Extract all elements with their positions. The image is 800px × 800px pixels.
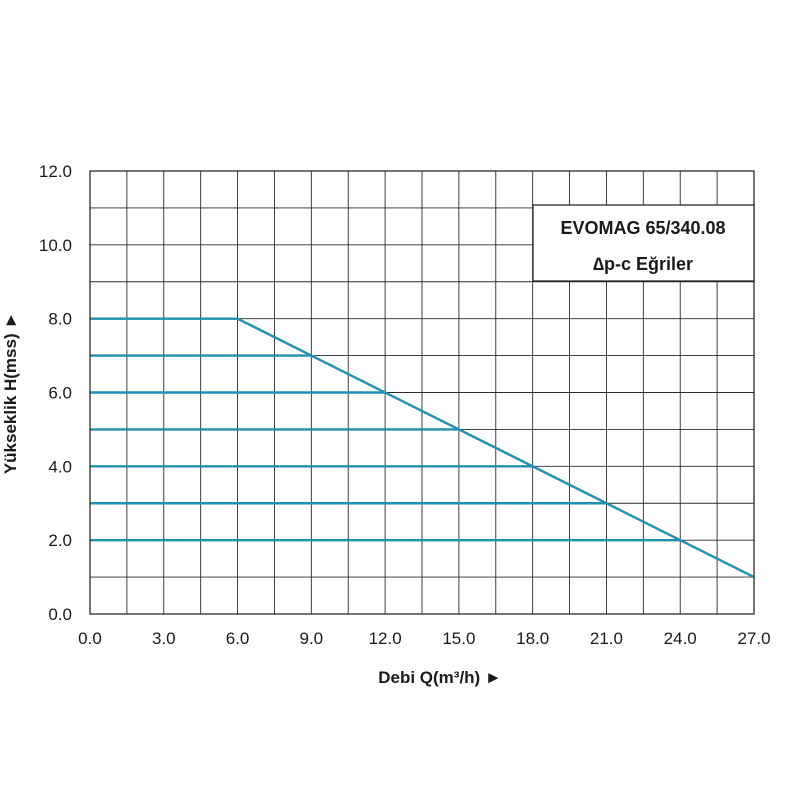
legend-frame (532, 204, 755, 282)
y-tick-label: 6.0 (48, 384, 72, 403)
y-tick-label: 4.0 (48, 457, 72, 476)
y-axis-label: Yükseklik H(mss) ► (1, 312, 20, 474)
x-tick-label: 0.0 (78, 629, 102, 648)
x-tick-label: 3.0 (152, 629, 176, 648)
series-line-1 (90, 317, 755, 579)
y-tick-label: 10.0 (39, 236, 72, 255)
x-tick-label: 24.0 (664, 629, 697, 648)
y-tick-label: 0.0 (48, 605, 72, 624)
legend-model-name: EVOMAG 65/340.08 (560, 218, 725, 238)
x-tick-labels: 0.0 3.0 6.0 9.0 12.0 15.0 18.0 21.0 24.0 27.0 (78, 629, 770, 648)
x-tick-label: 21.0 (590, 629, 623, 648)
x-tick-label: 27.0 (737, 629, 770, 648)
x-axis-label: Debi Q(m³/h) ► (378, 668, 502, 687)
x-tick-label: 15.0 (442, 629, 475, 648)
x-tick-label: 18.0 (516, 629, 549, 648)
series-group (90, 317, 755, 579)
y-tick-label: 12.0 (39, 162, 72, 181)
x-tick-label: 6.0 (226, 629, 250, 648)
y-tick-labels: 0.0 2.0 4.0 6.0 8.0 10.0 12.0 (39, 162, 72, 624)
y-tick-label: 2.0 (48, 531, 72, 550)
x-tick-label: 12.0 (369, 629, 402, 648)
plot-frame (89, 170, 755, 615)
legend-box: EVOMAG 65/340.08 ∆p-c Eğriler (532, 204, 755, 282)
x-tick-label: 9.0 (300, 629, 324, 648)
legend-curve-type: ∆p-c Eğriler (593, 254, 693, 274)
y-tick-label: 8.0 (48, 310, 72, 329)
